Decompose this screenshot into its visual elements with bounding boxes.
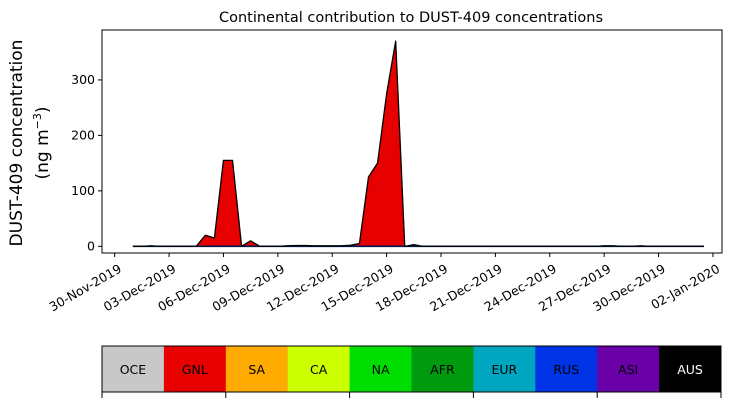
area-gnl <box>132 41 704 247</box>
y-axis-label-unit: (ng m−3) <box>31 106 53 179</box>
legend-label-aus: AUS <box>677 362 703 377</box>
y-tick-label-300: 300 <box>71 72 95 87</box>
legend-frame <box>101 345 722 393</box>
y-axis-label: DUST-409 concentration <box>7 40 27 247</box>
y-axis-unit-close: ) <box>33 106 53 113</box>
legend-swatch-ca <box>287 346 351 392</box>
legend-label-oce: OCE <box>120 362 147 377</box>
legend-swatch-asi <box>597 346 660 392</box>
total-line <box>132 40 704 247</box>
legend-swatch-gnl <box>163 346 227 392</box>
plot-layer <box>132 40 704 248</box>
legend-label-eur: EUR <box>491 362 517 377</box>
y-tick-label-0: 0 <box>87 238 95 253</box>
legend-swatch-afr <box>411 346 474 392</box>
legend-label-sa: SA <box>248 362 265 377</box>
y-axis-label-line1: DUST-409 concentration <box>7 40 27 247</box>
legend-label-afr: AFR <box>430 362 455 377</box>
y-axis-unit-text: (ng m <box>33 129 53 179</box>
legend-swatch-rus <box>535 346 598 392</box>
legend-label-asi: ASI <box>618 362 638 377</box>
legend-swatch-sa <box>225 346 289 392</box>
legend-label-ca: CA <box>310 362 328 377</box>
plot-frame <box>101 29 723 254</box>
legend-label-rus: RUS <box>553 362 579 377</box>
y-tick-label-100: 100 <box>71 183 95 198</box>
legend-swatch-eur <box>473 346 536 392</box>
legend-label-na: NA <box>372 362 390 377</box>
y-axis-unit-sup: −3 <box>31 113 44 129</box>
legend-swatch-aus <box>659 346 722 392</box>
legend-label-gnl: GNL <box>182 362 208 377</box>
y-tick-label-200: 200 <box>71 127 95 142</box>
legend-swatch-na <box>349 346 412 392</box>
legend-colorbar: OCE GNL SA CA NA AFR EUR RUS ASI AUS <box>101 345 722 398</box>
legend-swatch-oce <box>102 346 165 392</box>
chart-title: Continental contribution to DUST-409 con… <box>219 10 603 26</box>
